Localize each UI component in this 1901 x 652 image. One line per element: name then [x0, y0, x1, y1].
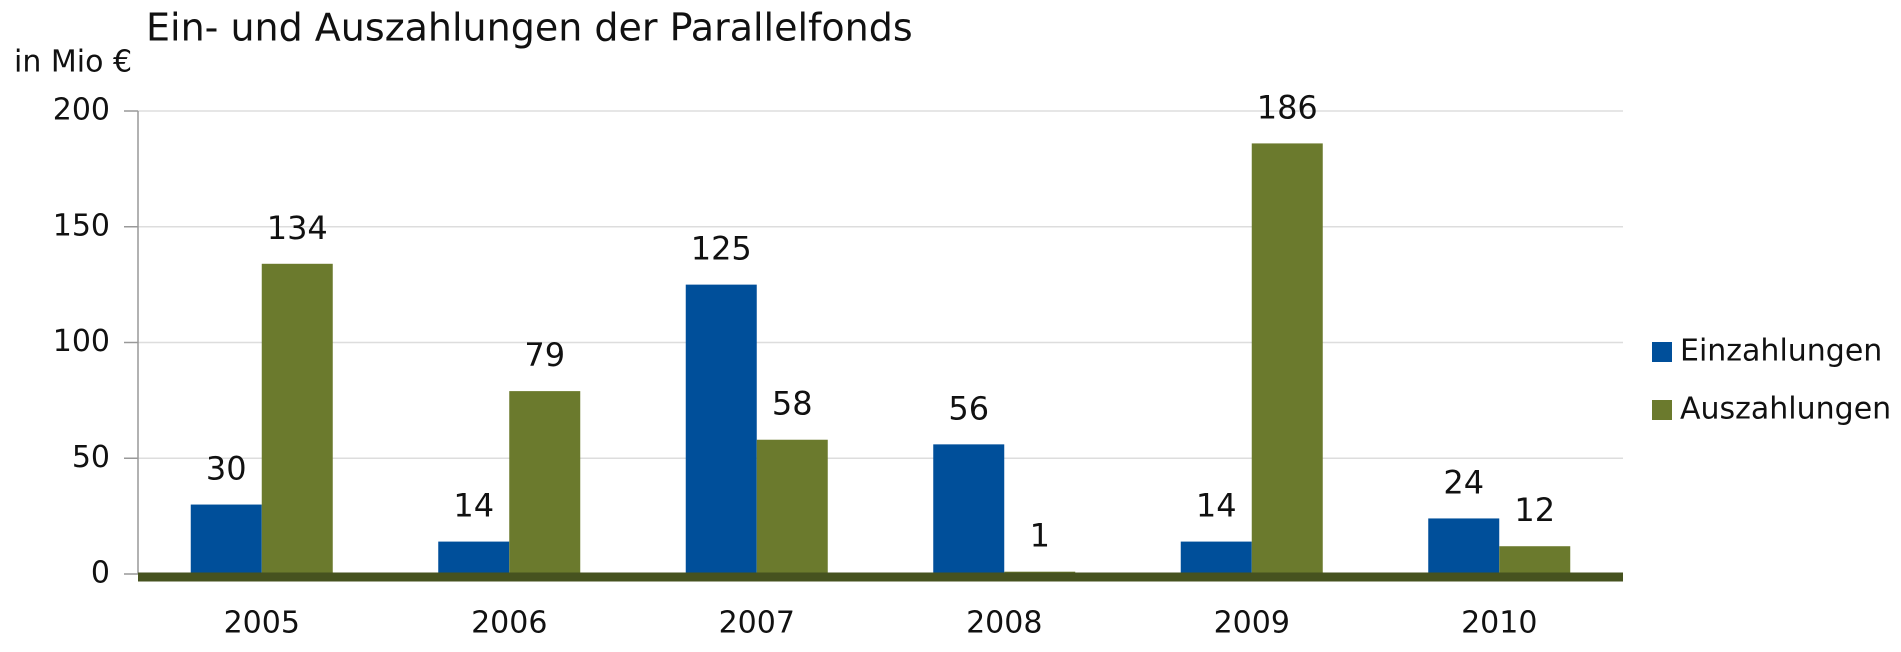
bar: [756, 439, 828, 574]
y-tick-label: 50: [72, 440, 110, 475]
data-label: 1: [1030, 517, 1050, 555]
bar: [1499, 546, 1571, 574]
legend-swatch: [1652, 342, 1672, 362]
x-tick-label: 2005: [224, 606, 300, 641]
legend-label: Auszahlungen: [1680, 392, 1891, 427]
legend-label: Einzahlungen: [1680, 334, 1882, 369]
bar: [509, 391, 581, 574]
bar: [933, 444, 1005, 574]
y-tick-label: 100: [53, 324, 110, 359]
y-tick-label: 200: [53, 93, 110, 128]
y-tick-label: 0: [91, 556, 110, 591]
data-label: 24: [1443, 463, 1484, 501]
bar: [1180, 541, 1252, 574]
bar: [438, 541, 510, 574]
legend-swatch: [1652, 400, 1672, 420]
x-tick-label: 2009: [1214, 606, 1290, 641]
chart-title: Ein- und Auszahlungen der Parallelfonds: [146, 6, 913, 50]
data-label: 79: [524, 336, 565, 374]
bar: [1428, 518, 1500, 574]
x-tick-label: 2007: [719, 606, 795, 641]
y-tick-label: 150: [53, 208, 110, 243]
data-label: 58: [772, 385, 813, 423]
x-tick-label: 2010: [1461, 606, 1537, 641]
x-tick-label: 2008: [966, 606, 1042, 641]
bar: [685, 284, 757, 574]
data-label: 186: [1257, 88, 1318, 126]
y-axis-label: in Mio €: [14, 45, 132, 80]
data-label: 30: [206, 450, 247, 488]
data-label: 12: [1514, 491, 1555, 529]
data-label: 125: [691, 230, 752, 268]
bar: [190, 504, 262, 574]
data-label: 134: [267, 209, 328, 247]
x-tick-label: 2006: [471, 606, 547, 641]
data-label: 14: [1196, 487, 1237, 525]
data-label: 56: [948, 389, 989, 427]
bar: [261, 263, 333, 574]
data-label: 14: [453, 487, 494, 525]
bar: [1251, 143, 1323, 574]
